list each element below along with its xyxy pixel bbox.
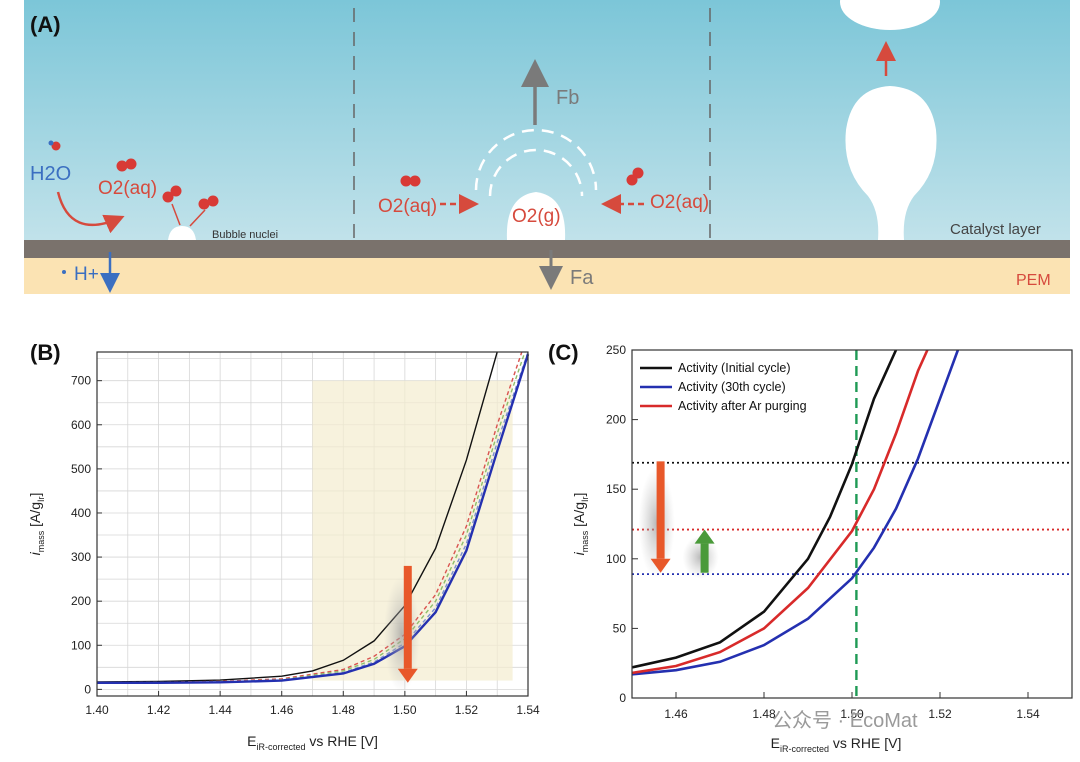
x-tick-label: 1.42 [147,703,171,717]
y-tick-label: 300 [71,550,91,564]
chart-c-arrows [638,461,719,579]
y-tick-label: 200 [606,413,626,427]
pem-label: PEM [1016,272,1051,289]
series-line-ar-purging [631,349,929,675]
detached-bubble [840,0,940,30]
panel-c: (C) 1.46 1.48 1.50 1.52 1.54050100150200250 … [548,340,1073,754]
panel-a-label: (A) [30,12,61,37]
chart-b-arrow [383,565,420,693]
legend-label: Activity (Initial cycle) [678,361,791,375]
chart-c-xlabel: EiR-corrected vs RHE [V] [771,735,902,754]
hydrogen-atom-icon [48,140,54,146]
y-tick-label: 0 [84,682,91,696]
x-tick-label: 1.54 [516,703,540,717]
y-tick-label: 100 [71,638,91,652]
recovery-arrow-head [694,529,715,544]
arrow-shadow [383,575,420,693]
chart-b-xlabel: EiR-corrected vs RHE [V] [247,733,378,752]
o2aq-label-middle-left: O2(aq) [378,196,437,217]
water-molecule-icon [51,141,61,151]
panel-b: (B) 1.40 1.42 1.44 1.46 1.48 1.50 1.52 1.54 0 100… [27,340,540,752]
bubble-nucleus [168,226,196,240]
y-tick-label: 600 [71,418,91,432]
fb-label: Fb [556,87,579,109]
chart-c-ylabel: imass [A/gIr] [571,493,590,556]
o2-molecule-icon [116,158,219,210]
x-tick-label: 1.50 [393,703,417,717]
panel-b-label: (B) [30,340,61,365]
diffusion-ring-outer [474,128,598,191]
catalyst-layer [24,240,1070,258]
necking-bubble [845,86,937,240]
decline-arrow-shaft [403,565,412,669]
proton-dot-icon [62,270,66,274]
y-tick-label: 100 [606,552,626,566]
x-tick-label: 1.50 [840,707,864,721]
series-line-cycle-30 [97,353,530,684]
x-tick-label: 1.48 [332,703,356,717]
recovery-arrow-shaft [700,543,709,573]
decline-arrow-shaft [656,461,665,559]
legend-label: Activity (30th cycle) [678,380,786,394]
chart-b-ticks: 1.40 1.42 1.44 1.46 1.48 1.50 1.52 1.54 0 100 200 3… [71,374,540,717]
fa-label: Fa [570,267,594,289]
y-tick-label: 200 [71,594,91,608]
o2aq-label-middle-right: O2(aq) [650,192,709,213]
x-tick-label: 1.52 [455,703,479,717]
pem-layer [24,258,1070,294]
x-tick-label: 1.54 [1016,707,1040,721]
y-tick-label: 250 [606,343,626,357]
series-line-cycle-30 [631,349,960,676]
nucleation-arrow [189,209,206,227]
panel-c-label: (C) [548,340,579,365]
legend-label: Activity after Ar purging [678,399,807,413]
diffusion-ring-inner [488,148,584,197]
chart-b-series [96,351,530,684]
o2-molecule-icon [400,167,644,187]
chart-b-ylabel: imass [A/gIr] [27,493,46,556]
x-tick-label: 1.46 [664,707,688,721]
x-tick-label: 1.44 [208,703,232,717]
watermark: 公众号 · EcoMat [772,710,918,732]
water-label: H2O [30,163,71,185]
series-line-cycle-5 [96,351,523,684]
series-line-initial [631,349,898,669]
x-tick-label: 1.40 [85,703,109,717]
catalyst-layer-label: Catalyst layer [950,221,1041,238]
y-tick-label: 0 [619,691,626,705]
o2aq-label-left: O2(aq) [98,178,157,199]
y-tick-label: 700 [71,374,91,388]
panel-a: (A) H2O O2(aq) Bubble nuclei H+ Fb O2(g) [24,0,1070,294]
o2g-label: O2(g) [512,206,561,227]
bubble-nuclei-label: Bubble nuclei [212,229,278,241]
nucleation-arrow [171,203,181,226]
y-tick-label: 50 [613,621,627,635]
proton-label: H+ [74,264,99,285]
series-line-initial [96,351,498,683]
y-tick-label: 500 [71,462,91,476]
bubble-o2g [506,192,566,240]
chart-c-series [631,349,960,676]
chart-b-frame [96,351,529,697]
chart-c-ticks: 1.46 1.48 1.50 1.52 1.54 0 50 100 150 200 250 [606,343,1040,721]
y-tick-label: 400 [71,506,91,520]
x-tick-label: 1.46 [270,703,294,717]
chart-c-legend: Activity (Initial cycle) Activity (30th c… [640,361,807,413]
x-tick-label: 1.48 [752,707,776,721]
decline-arrow-head [397,668,418,683]
decline-arrow-head [650,558,671,573]
y-tick-label: 150 [606,482,626,496]
conversion-arrow [56,191,125,234]
x-tick-label: 1.52 [928,707,952,721]
